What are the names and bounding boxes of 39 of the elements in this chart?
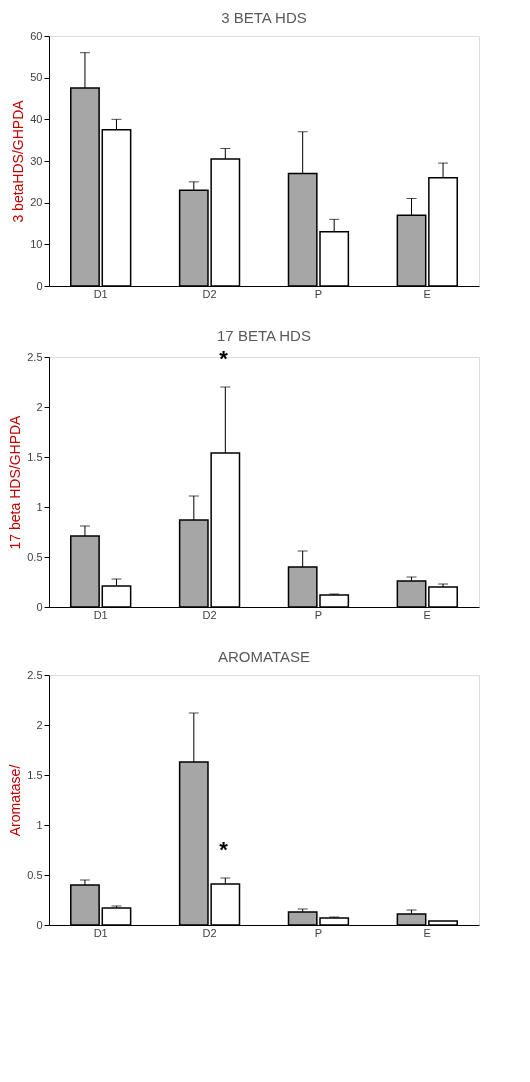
chart-title: 17 BETA HDS — [217, 327, 311, 344]
y-tick-label: 1 — [36, 500, 43, 513]
y-tick-label: 50 — [30, 71, 43, 84]
y-tick-label: 2 — [36, 400, 43, 413]
x-tick-label: P — [314, 287, 323, 300]
y-axis-title: 17 beta HDS/GHPDA — [7, 414, 24, 550]
y-tick-label: 0 — [36, 279, 43, 292]
x-tick-label: E — [423, 926, 431, 939]
y-tick-label: 30 — [30, 154, 43, 167]
y-tick-label: 10 — [30, 237, 43, 250]
y-tick-label: 1.5 — [27, 450, 43, 463]
y-tick-label: 0 — [36, 918, 43, 931]
y-tick-label: 0.5 — [27, 868, 43, 881]
x-tick-label: D1 — [93, 926, 108, 939]
x-tick-label: D2 — [202, 926, 217, 939]
y-tick-label: 40 — [30, 112, 43, 125]
x-tick-label: E — [423, 287, 431, 300]
y-axis-title: 3 betaHDS/GHPDA — [10, 99, 27, 223]
y-tick-label: 1.5 — [27, 768, 43, 781]
x-tick-label: D2 — [202, 287, 217, 300]
y-tick-label: 2.5 — [27, 350, 43, 363]
x-tick-label: P — [314, 926, 323, 939]
y-axis-title: Aromatase/ — [7, 764, 24, 837]
chart-title: AROMATASE — [218, 648, 310, 665]
y-tick-label: 2.5 — [27, 668, 43, 681]
x-tick-label: P — [314, 608, 323, 621]
annotation: * — [219, 346, 229, 371]
y-tick-label: 0.5 — [27, 550, 43, 563]
y-tick-label: 0 — [36, 600, 43, 613]
x-tick-label: D2 — [202, 608, 217, 621]
chart-title: 3 BETA HDS — [221, 9, 307, 26]
y-tick-label: 20 — [30, 196, 43, 209]
x-tick-label: D1 — [93, 287, 108, 300]
x-tick-label: E — [423, 608, 431, 621]
x-tick-label: D1 — [93, 608, 108, 621]
y-tick-label: 1 — [36, 818, 43, 831]
y-tick-label: 60 — [30, 29, 43, 42]
y-tick-label: 2 — [36, 718, 43, 731]
annotation: * — [219, 837, 229, 862]
